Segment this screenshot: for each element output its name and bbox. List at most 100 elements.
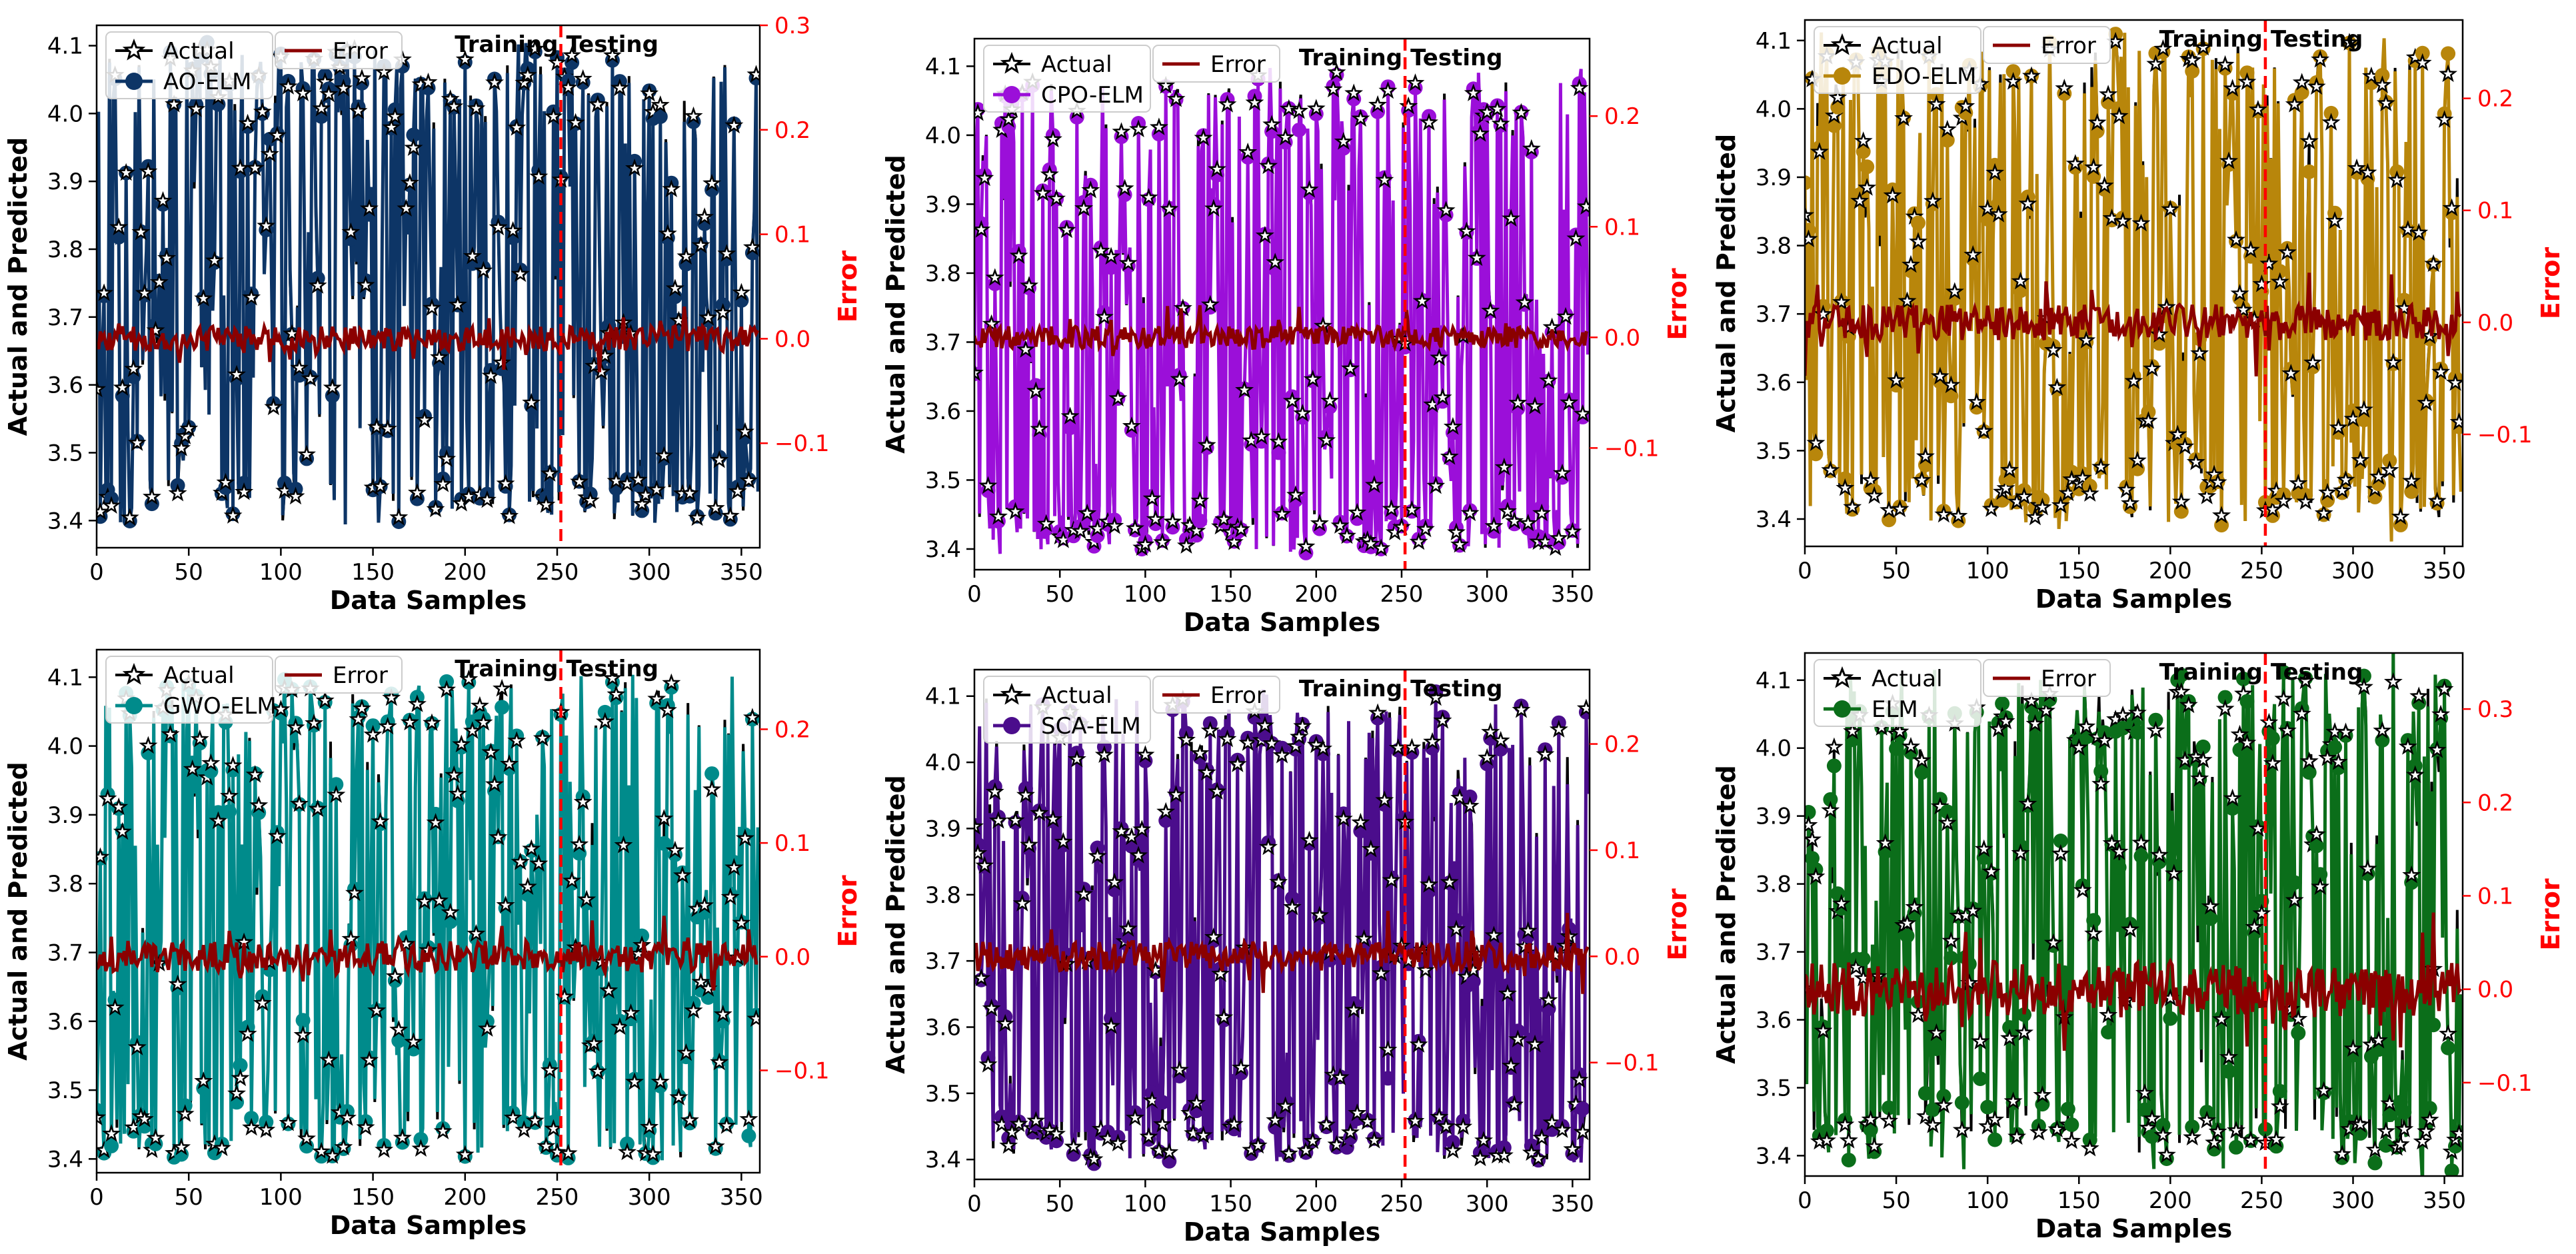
y2-tick-label: 0.0 [2477,310,2513,336]
actual-point [2355,677,2373,696]
actual-point [404,138,423,156]
actual-point [2069,738,2089,756]
actual-point [507,731,527,749]
actual-point [1890,722,1910,740]
actual-point [2029,1122,2048,1141]
predicted-point [1889,741,1904,756]
actual-point [1440,872,1459,891]
actual-point [1529,1149,1548,1167]
actual-point [2311,49,2330,68]
actual-point [367,417,387,436]
x-tick-label: 350 [720,559,763,586]
predicted-point [2195,739,2211,754]
actual-point [1348,1103,1367,1121]
x-tick-label: 250 [536,1184,579,1211]
actual-point [724,115,744,134]
actual-point [702,173,722,192]
actual-point [1494,457,1514,476]
actual-point [629,470,648,488]
actual-point [658,224,677,242]
actual-point [1532,503,1552,522]
actual-point [393,1128,412,1146]
actual-point [1828,87,1848,106]
actual-point [1170,369,1189,388]
actual-point [426,813,445,831]
actual-point [297,444,316,463]
actual-point [1378,81,1398,99]
actual-point [286,718,305,736]
predicted-point [1575,1101,1590,1116]
x-tick-label: 300 [628,1184,671,1211]
actual-point [1810,142,1829,161]
actual-point [2259,712,2279,731]
actual-point [614,836,633,854]
actual-point [2113,211,2132,230]
actual-point [640,83,659,102]
legend-box [1983,659,2111,697]
actual-point [1016,340,1035,358]
actual-point [190,729,209,748]
y-tick-label: 3.6 [925,1014,961,1041]
actual-point [113,822,132,840]
actual-point [1118,919,1138,937]
predicted-point [2079,730,2094,745]
actual-point [563,871,581,889]
actual-point [290,794,309,812]
x-tick-label: 50 [1882,1187,1910,1214]
series-error-line [97,916,758,991]
actual-point [1272,745,1292,764]
actual-point [463,721,482,739]
actual-point [607,684,626,703]
actual-point [1570,78,1589,97]
actual-point [1515,293,1534,311]
actual-point [985,782,1004,800]
predicted-point [2053,834,2068,848]
actual-point [124,359,143,377]
actual-point [1102,1016,1121,1034]
actual-point [1231,1057,1250,1076]
actual-point [2025,714,2045,732]
predicted-point [2356,668,2371,684]
y2-axis-label: Error [833,251,862,323]
actual-point [1930,796,1949,815]
predicted-point [2291,1025,2306,1041]
y-axis: 3.4 3.5 3.6 3.7 3.8 3.9 4.0 4.1 Actual and Predi… [1712,668,1805,1169]
actual-point [430,347,449,366]
actual-point [1211,963,1230,982]
plot-frame [1804,19,2464,548]
actual-point [430,891,449,909]
actual-point [375,62,394,81]
actual-point [2351,450,2370,468]
actual-point [713,303,732,321]
actual-point [1094,745,1114,764]
actual-point [1262,115,1282,133]
y-tick-label: 3.4 [1756,1143,1792,1169]
testing-label: Testing [567,656,658,682]
y-tick-label: 4.1 [925,684,961,710]
actual-point [570,472,589,490]
legend-actual-marker [122,662,146,685]
actual-point [194,289,213,307]
x-axis-label: Data Samples [330,586,527,615]
actual-point [2424,254,2443,273]
actual-point [2003,1091,2023,1109]
actual-point [1430,348,1449,366]
actual-point [2000,1028,2019,1047]
actual-point [2329,752,2348,770]
y-tick-label: 3.7 [1756,301,1792,328]
actual-point [503,1107,523,1126]
actual-point [1430,1107,1449,1125]
actual-point [1156,802,1176,820]
predicted-point [1914,765,1930,780]
actual-point [1433,388,1452,406]
actual-point [1300,830,1319,849]
actual-point [1269,872,1288,890]
actual-point [2333,480,2352,499]
predicted-point [2229,1139,2243,1155]
y-axis: 3.4 3.5 3.6 3.7 3.8 3.9 4.0 4.1 Actual and Predi… [1712,28,1805,533]
actual-point [566,113,585,131]
actual-point [382,117,401,136]
predicted-point [1863,1122,1878,1137]
actual-point [102,496,121,514]
predicted-point [233,1057,248,1073]
